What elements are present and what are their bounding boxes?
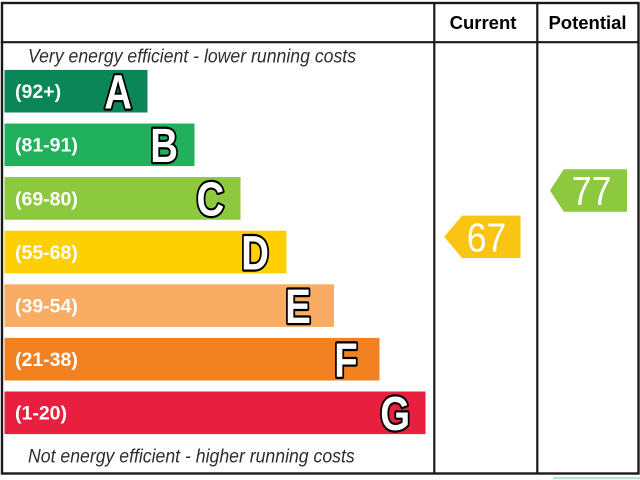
svg-text:Current: Current [450,12,517,33]
svg-text:(55-68): (55-68) [15,242,78,264]
svg-text:(21-38): (21-38) [15,349,78,371]
svg-text:Very energy efficient - lower: Very energy efficient - lower running co… [28,45,356,67]
svg-text:(1-20): (1-20) [15,403,67,425]
svg-text:C: C [197,174,225,227]
svg-text:B: B [150,120,178,173]
svg-text:F: F [334,335,357,388]
svg-text:77: 77 [572,169,612,215]
svg-text:(81-91): (81-91) [15,135,78,157]
svg-text:67: 67 [467,215,507,261]
svg-text:Not energy efficient - higher: Not energy efficient - higher running co… [28,445,355,467]
svg-text:G: G [380,388,410,441]
svg-text:Potential: Potential [548,12,626,33]
svg-text:(39-54): (39-54) [15,296,78,318]
svg-text:(69-80): (69-80) [15,188,78,210]
svg-text:E: E [285,281,311,334]
svg-text:A: A [104,67,132,120]
svg-text:D: D [241,227,269,280]
svg-text:(92+): (92+) [15,81,61,103]
